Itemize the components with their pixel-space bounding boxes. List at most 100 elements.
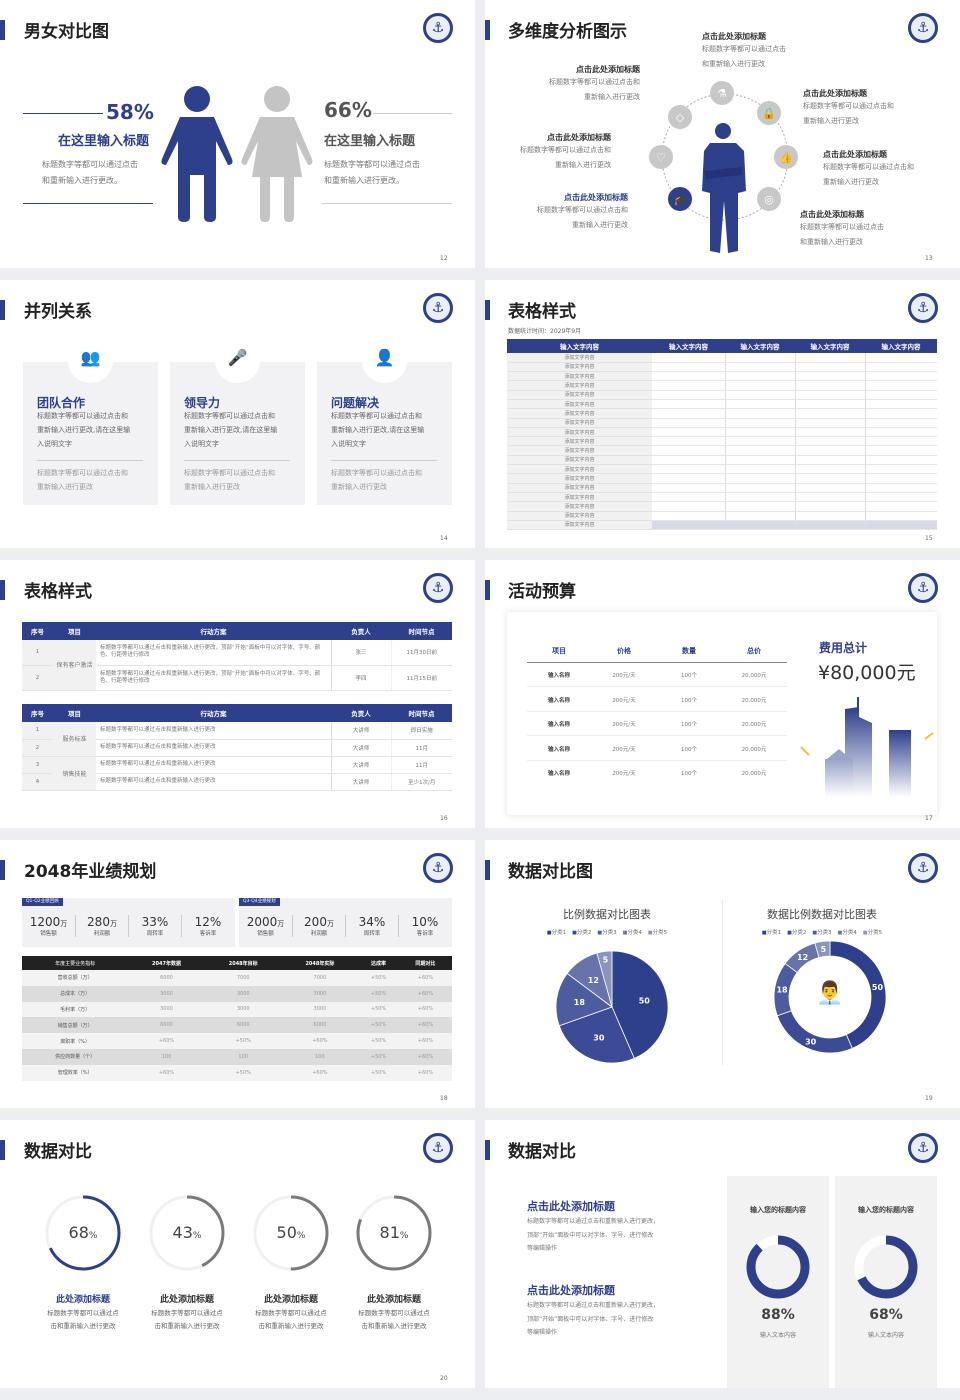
legend-swatch: ■ — [837, 930, 843, 936]
legend-label: 分类5 — [652, 930, 668, 936]
table-row: 1 保有客户激活 标题数字等都可以通过点击和重新输入进行更改，顶部“开始”面板中可以… — [22, 640, 452, 691]
card-percent: 88% — [761, 1307, 795, 1323]
ring-value: 81% — [354, 1223, 434, 1242]
ring-number: 68 — [68, 1223, 89, 1242]
donut-progress — [850, 1231, 922, 1303]
legend-item: ■分类2 — [787, 930, 806, 936]
column-header: 总价 — [747, 647, 761, 655]
stat-item: 1200万 销售额 — [22, 915, 75, 937]
stat-number: 10% — [411, 915, 439, 929]
text-line: 标题数字等都可以通过点击和重新输入进行更改， — [527, 1218, 660, 1225]
legend-label: 分类3 — [602, 930, 617, 936]
table-cell — [864, 436, 937, 447]
stat-item: 12% 客诉率 — [181, 915, 234, 937]
table-cell — [724, 408, 795, 419]
row-label: 添加文字内容 — [507, 353, 652, 363]
item-body: 重新输入进行更改 — [823, 178, 879, 186]
table-row: 添加文字内容 — [507, 399, 937, 410]
ring-value: 68% — [43, 1223, 123, 1242]
divider — [331, 460, 437, 461]
pie-slice — [611, 950, 669, 1059]
item-body: 标题数字等都可以通过点击和 — [537, 206, 628, 214]
stats-panel: Q3-Q4业绩规划 2000万 销售额 200万 利润额 34% 周转率 10% 客诉率 — [239, 898, 452, 947]
stat-unit: 万 — [326, 920, 334, 928]
data-label: 30 — [805, 1037, 817, 1046]
legend-item: ■分类5 — [648, 930, 667, 936]
table-cell: 20,000元 — [741, 771, 767, 777]
legend-swatch: ■ — [597, 930, 603, 936]
row-label: 添加文字内容 — [507, 455, 652, 466]
table-row: 添加文字内容 — [507, 445, 937, 456]
row-label: 添加文字内容 — [507, 445, 652, 456]
table-cell: 3000 — [160, 1006, 173, 1013]
ring-value: 50% — [251, 1223, 331, 1242]
table-cell — [794, 473, 865, 484]
icon-notch — [362, 338, 407, 383]
item-body: 和重新输入进行更改 — [800, 238, 863, 246]
row-label: 添加文字内容 — [507, 418, 652, 428]
table-row: 添加文字内容 — [507, 380, 937, 391]
item-body: 标题数字等都可以通过点击和 — [549, 78, 640, 86]
table-row: 添加文字内容 — [507, 511, 937, 521]
diamond-icon[interactable]: ◇ — [668, 105, 692, 129]
column-header: 年度主要业务指标 — [22, 956, 129, 970]
stat-number: 2000 — [246, 915, 278, 929]
owner-cell: 大讲师 — [330, 756, 391, 774]
donut-slice — [814, 940, 831, 959]
table-cell: +60% — [312, 1069, 328, 1076]
male-percent: 58% — [106, 100, 154, 124]
slide-title: 男女对比图 — [24, 22, 109, 42]
time-cell: 11月15日前 — [390, 665, 452, 691]
body-text: 标题数字等都可以通过点击和重新输入进行更改， 顶部“开始”面板中可以对字体、字号、… — [527, 1215, 659, 1256]
row-label: 添加文字内容 — [507, 511, 652, 521]
stat-label: 销售额 — [257, 931, 274, 937]
plan-cell: 标题数字等都可以通过点击和重新输入进行更改，顶部“开始”面板中可以对字体、字号、… — [96, 665, 331, 691]
text-line: 等编辑操作 — [527, 1245, 558, 1252]
table-cell: 输入名称 — [547, 746, 570, 753]
body-text: 标题数字等都可以通过点击和重新输入进行更改 — [331, 466, 422, 494]
donut-progress — [742, 1231, 814, 1303]
customer-service-icon: 👨‍💼 — [816, 981, 844, 1006]
table-cell: +50% — [370, 974, 387, 981]
flask-icon[interactable]: ⚗ — [710, 81, 734, 105]
lock-icon[interactable]: 🔒 — [757, 101, 781, 125]
table-cell: +60% — [158, 1069, 175, 1076]
table-cell — [724, 473, 795, 484]
ring-title: 此处添加标题 — [159, 1295, 214, 1305]
table-cell — [652, 362, 725, 373]
stats-panel: Q1-Q2业绩回顾 1200万 销售额 280万 利润额 33% 周转率 12% 客诉率 — [22, 898, 235, 947]
text-line: 标题数字等都可以通过点击和 — [331, 412, 422, 420]
chart-legend: ■分类1 ■分类2 ■分类3 ■分类4 ■分类5 — [712, 928, 932, 936]
analysis-item: 点击此处添加标题标题数字等都可以通过点击和重新输入进行更改 — [702, 31, 786, 72]
table-cell: 7000 — [236, 974, 250, 981]
row-number: 2 — [22, 665, 53, 691]
table-cell: 毛利率（万） — [60, 1006, 91, 1013]
text-line: 顶部“开始”面板中可以对字体、字号、进行修改 — [527, 1231, 654, 1239]
table-cell: 3000 — [236, 990, 250, 997]
table-cell — [724, 353, 795, 363]
graduation-cap-icon[interactable]: 🎓 — [668, 187, 692, 211]
school-seal-icon: ⚓ — [908, 13, 938, 43]
row-label: 添加文字内容 — [507, 427, 652, 438]
text-line: 重新输入进行更改,请在这里输 — [331, 426, 425, 434]
heart-icon[interactable]: ♡ — [649, 145, 673, 169]
table-cell: 3000 — [236, 1006, 250, 1013]
panel-tag: Q3-Q4业绩规划 — [239, 898, 280, 906]
chart-title: 比例数据对比图表 — [563, 908, 651, 921]
table-row: 添加文字内容 — [507, 464, 937, 475]
card-label: 输入文本内容 — [867, 1332, 904, 1339]
item-title: 点击此处添加标题 — [702, 32, 766, 41]
thumbs-up-icon[interactable]: 👍 — [774, 145, 798, 169]
stat-value: 33% — [129, 915, 181, 929]
globe-icon[interactable]: ◎ — [757, 187, 781, 211]
legend-swatch: ■ — [812, 930, 818, 936]
column-header: 输入文字内容 — [507, 339, 652, 353]
table-cell: 3000 — [160, 990, 173, 997]
stat-number: 280 — [87, 915, 110, 929]
legend-swatch: ■ — [546, 930, 552, 936]
table-cell: 6000 — [236, 1022, 250, 1029]
row-label: 添加文字内容 — [507, 371, 652, 382]
school-seal-icon: ⚓ — [423, 293, 453, 323]
table-row: 添加文字内容 — [507, 362, 937, 373]
slide-table-style: 表格样式 ⚓ 15 数据统计时间：2029年9月 输入文字内容 输入文字内容 输入文字内容输… — [485, 280, 960, 548]
